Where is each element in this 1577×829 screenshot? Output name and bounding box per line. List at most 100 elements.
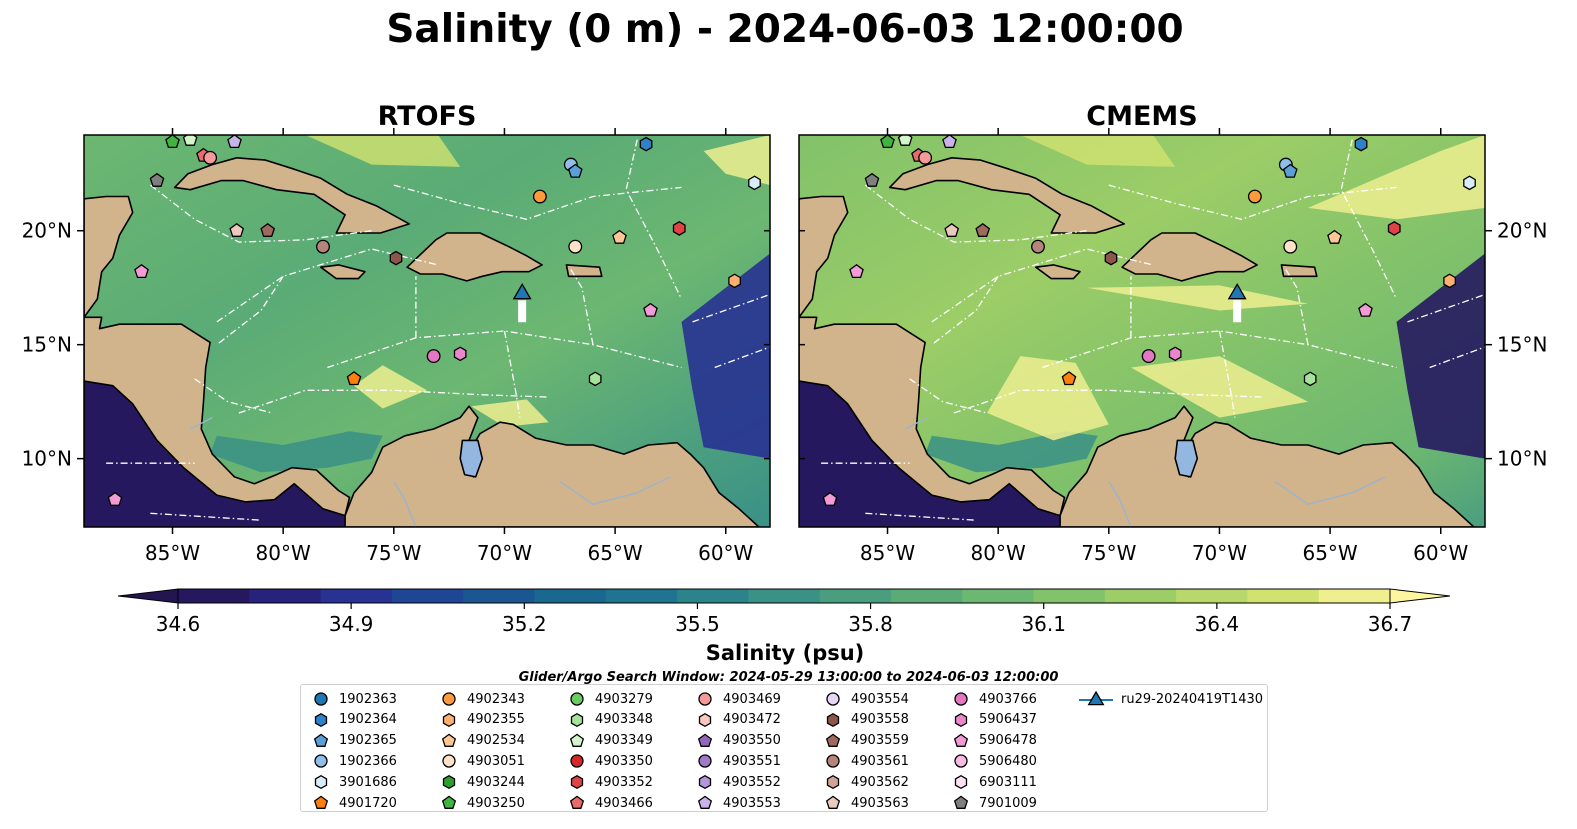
colorbar: 34.6 34.9 35.2 35.5 35.8 36.1 36.4 36.7 Salinit…	[117, 588, 1451, 665]
legend-label: 4903352	[595, 774, 653, 790]
lon-tick-label: 60°W	[1413, 541, 1468, 565]
legend-label: 4903350	[595, 753, 653, 769]
map-ticks-cmems: 85°W 80°W 75°W 70°W 65°W 60°W 20°N 15°N 10°N	[799, 128, 1547, 565]
colorbar-segment	[1033, 589, 1106, 603]
land-cuba	[173, 157, 411, 234]
eez-boundary	[1108, 184, 1397, 220]
legend-marker-icon	[570, 712, 584, 727]
legend-marker-icon	[441, 795, 457, 809]
legend-marker-icon	[697, 795, 713, 809]
float-marker	[567, 163, 583, 178]
legend-label: ru29-20240419T1430	[1121, 691, 1264, 707]
legend-marker	[570, 712, 584, 727]
legend-label: 1902366	[339, 753, 397, 769]
eez-boundary	[1340, 139, 1398, 300]
legend-item: 5906480	[951, 751, 1037, 771]
legend-marker	[570, 775, 584, 790]
legend-label: 4903348	[595, 712, 653, 728]
eez-boundary	[931, 248, 1154, 323]
float-marker	[1141, 349, 1156, 364]
colorbar-tick-label: 35.8	[848, 612, 893, 636]
float-marker	[426, 349, 441, 364]
legend-item: 4903766	[951, 689, 1037, 709]
float-marker	[227, 135, 242, 149]
legend-item: 4903348	[567, 710, 653, 730]
legend-item: 1902365	[311, 731, 397, 751]
float-marker	[612, 229, 627, 244]
legend-marker-icon	[697, 733, 713, 747]
lon-tick-label: 65°W	[1302, 541, 1357, 565]
float-marker	[1358, 302, 1373, 317]
float-marker	[1061, 371, 1077, 386]
legend-label: 4903472	[723, 712, 781, 728]
eez-boundary	[150, 184, 372, 243]
legend-item: 4903553	[695, 793, 781, 813]
legend-marker	[826, 775, 840, 790]
pacific-ocean	[799, 381, 1061, 527]
float-marker	[532, 189, 547, 204]
colorbar-tick-label: 34.6	[156, 612, 201, 636]
legend-marker-icon	[826, 775, 840, 790]
lat-tick-label: 20°N	[1497, 219, 1547, 243]
lon-tick-label: 75°W	[1081, 541, 1136, 565]
legend-marker-icon	[953, 795, 969, 809]
legend-marker-icon	[826, 754, 840, 769]
legend-marker-icon	[314, 712, 328, 727]
land-south-america	[1059, 405, 1475, 527]
eez-boundary	[216, 248, 439, 323]
colorbar-segment	[1104, 589, 1177, 603]
land-cuba	[888, 157, 1126, 234]
legend-marker	[570, 692, 584, 706]
lat-tick-label: 20°N	[22, 219, 72, 243]
legend-item: 4903551	[695, 751, 781, 771]
legend-marker	[953, 733, 969, 747]
legend-item: 4903552	[695, 772, 781, 792]
lon-tick-label: 70°W	[1192, 541, 1247, 565]
legend-marker-icon	[441, 733, 457, 747]
lon-tick-label: 70°W	[477, 541, 532, 565]
high-salinity-patch	[987, 356, 1109, 441]
eez-boundary	[327, 330, 682, 369]
eez-boundary	[625, 139, 683, 300]
land-lake-maracaibo	[1174, 439, 1199, 478]
eez-boundary	[216, 275, 284, 346]
eez-boundary	[150, 512, 262, 521]
land-south-america	[344, 405, 760, 527]
float-marker	[1104, 250, 1118, 266]
eez-boundary	[1429, 346, 1485, 369]
high-salinity-patch	[703, 135, 770, 186]
colorbar-segment	[1176, 589, 1248, 603]
legend-item: 4903051	[439, 751, 525, 771]
glider-track	[518, 300, 527, 323]
land-jamaica	[1035, 264, 1081, 280]
legend-item: 1902366	[311, 751, 397, 771]
legend-item: 4903244	[439, 772, 525, 792]
legend-label: 6903111	[979, 774, 1037, 790]
legend-marker	[698, 754, 712, 769]
float-marker	[203, 150, 218, 165]
legend-marker-icon	[569, 733, 585, 747]
float-marker	[588, 371, 602, 387]
colorbar-tick-label: 36.1	[1021, 612, 1066, 636]
legend-marker-icon	[826, 692, 840, 706]
legend-item: 4903352	[567, 772, 653, 792]
legend-label: 4902534	[467, 733, 525, 749]
legend-item: 7901009	[951, 793, 1037, 813]
legend-label: 1902364	[339, 712, 397, 728]
high-salinity-patch	[1086, 285, 1308, 311]
legend-label: 4903250	[467, 795, 525, 811]
legend-item: 4903561	[823, 751, 909, 771]
legend-marker-icon	[314, 754, 328, 769]
land-hispaniola	[406, 232, 543, 282]
land-puerto-rico	[1280, 264, 1318, 278]
float-marker	[849, 263, 864, 279]
float-marker	[316, 239, 330, 254]
legend-marker	[698, 775, 712, 790]
colorbar-segment	[249, 589, 322, 603]
legend-item: 5906478	[951, 731, 1037, 751]
lon-tick-label: 80°W	[971, 541, 1026, 565]
river	[1108, 481, 1132, 527]
figure-title: Salinity (0 m) - 2024-06-03 12:00:00	[386, 7, 1183, 52]
float-marker	[134, 263, 149, 279]
legend-marker-icon	[826, 712, 840, 727]
